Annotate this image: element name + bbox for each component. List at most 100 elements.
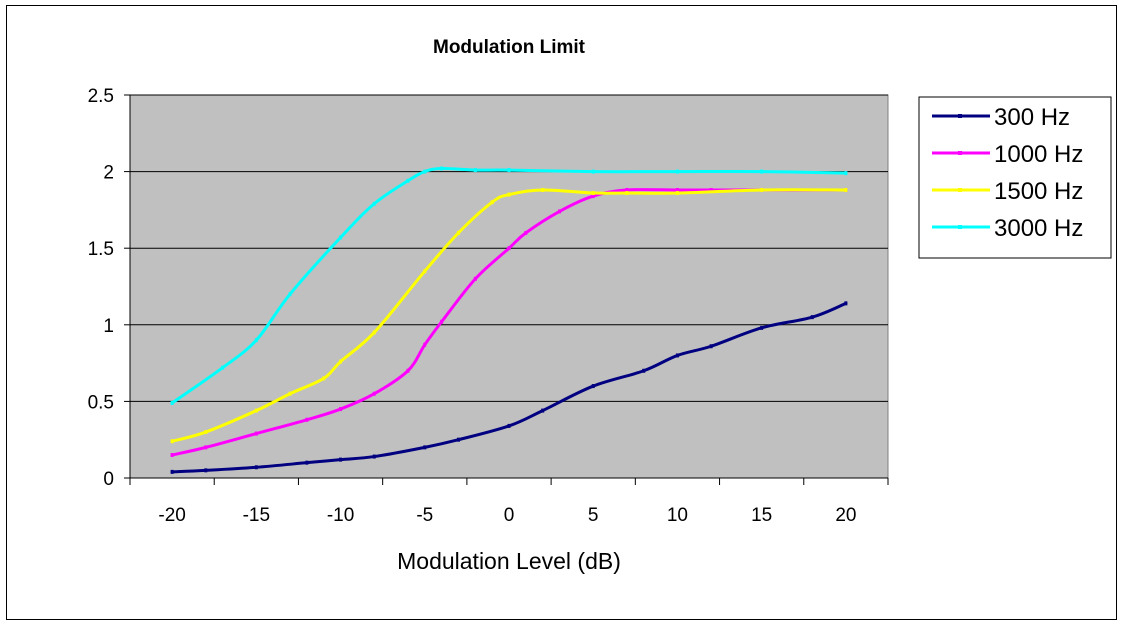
data-point: [844, 301, 848, 306]
data-point: [440, 166, 444, 171]
data-point: [675, 353, 679, 358]
data-point: [305, 417, 309, 422]
data-point: [170, 453, 174, 458]
legend-marker: [958, 188, 962, 192]
data-point: [642, 368, 646, 373]
plot-area: [129, 94, 889, 479]
data-point: [440, 319, 444, 324]
data-point: [254, 431, 258, 436]
data-point: [423, 342, 427, 347]
data-point: [844, 187, 848, 192]
chart-title: Modulation Limit: [433, 37, 586, 58]
data-point: [760, 325, 764, 330]
data-point: [423, 169, 427, 174]
x-tick-label: -5: [416, 505, 433, 526]
x-tick-label: 15: [751, 505, 772, 526]
data-point: [288, 292, 292, 297]
legend-label: 3000 Hz: [994, 215, 1083, 242]
legend-box: [918, 96, 1112, 259]
legend-marker: [958, 225, 962, 229]
legend: 300 Hz 1000 Hz 1500 Hz 3000 Hz: [918, 96, 1112, 259]
data-point: [204, 430, 208, 435]
y-tick-label: 0: [103, 469, 114, 490]
data-point: [507, 423, 511, 428]
data-point: [254, 408, 258, 413]
data-point: [490, 200, 494, 205]
x-tick-label: -20: [158, 505, 185, 526]
legend-label: 1000 Hz: [994, 141, 1083, 168]
data-point: [204, 445, 208, 450]
data-point: [507, 192, 511, 197]
x-tick-label: 20: [835, 505, 856, 526]
data-point: [675, 191, 679, 196]
data-point: [760, 169, 764, 174]
data-point: [372, 391, 376, 396]
y-tick-label: 2.5: [88, 86, 114, 107]
data-point: [204, 468, 208, 473]
data-point: [406, 368, 410, 373]
data-point: [456, 437, 460, 442]
data-point: [524, 230, 528, 235]
data-point: [709, 187, 713, 192]
legend-marker: [958, 114, 962, 118]
data-point: [675, 187, 679, 192]
data-point: [625, 191, 629, 196]
data-point: [339, 457, 343, 462]
data-point: [322, 376, 326, 381]
data-point: [473, 276, 477, 281]
data-point: [507, 246, 511, 251]
y-tick-label: 0.5: [88, 392, 114, 413]
x-axis-ticks: -20 -15 -10 -5 0 5 10 15 20: [129, 478, 889, 526]
data-point: [339, 359, 343, 364]
data-point: [591, 384, 595, 389]
legend-label: 300 Hz: [994, 104, 1070, 131]
legend-marker: [958, 151, 962, 155]
x-tick-label: 0: [504, 505, 515, 526]
data-point: [372, 201, 376, 206]
data-point: [170, 469, 174, 474]
legend-label: 1500 Hz: [994, 178, 1083, 205]
x-tick-label: -15: [243, 505, 270, 526]
x-tick-label: 5: [588, 505, 599, 526]
data-point: [844, 171, 848, 176]
data-point: [541, 187, 545, 192]
series-line: [170, 188, 848, 443]
data-point: [170, 439, 174, 444]
y-tick-label: 2: [103, 163, 114, 184]
axes: [129, 95, 888, 479]
data-point: [507, 168, 511, 173]
y-tick-label: 1: [103, 316, 114, 337]
data-point: [558, 209, 562, 214]
data-point: [339, 407, 343, 412]
data-point: [675, 169, 679, 174]
data-point: [709, 344, 713, 349]
data-point: [591, 194, 595, 199]
data-point: [288, 391, 292, 396]
data-point: [254, 465, 258, 470]
data-point: [625, 187, 629, 192]
data-point: [339, 235, 343, 240]
data-point: [591, 169, 595, 174]
x-tick-label: 10: [667, 505, 688, 526]
data-point: [473, 168, 477, 173]
data-point: [423, 269, 427, 274]
data-point: [221, 365, 225, 370]
y-tick-label: 1.5: [88, 239, 114, 260]
data-point: [810, 315, 814, 320]
x-tick-label: -10: [327, 505, 354, 526]
data-point: [254, 338, 258, 343]
data-point: [423, 445, 427, 450]
data-point: [372, 454, 376, 459]
data-point: [591, 191, 595, 196]
y-axis-ticks: 0 0.5 1 1.5 2 2.5: [88, 86, 130, 490]
data-point: [541, 408, 545, 413]
data-point: [372, 330, 376, 335]
data-point: [760, 187, 764, 192]
data-point: [305, 460, 309, 465]
data-point: [170, 400, 174, 405]
series-lines: [170, 166, 848, 474]
data-point: [406, 178, 410, 183]
grid-lines: [130, 94, 888, 402]
x-axis-label: Modulation Level (dB): [397, 548, 621, 574]
